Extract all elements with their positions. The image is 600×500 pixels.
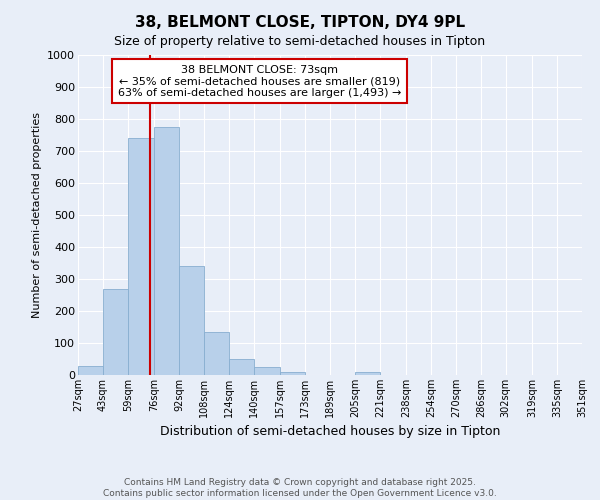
Text: Contains HM Land Registry data © Crown copyright and database right 2025.
Contai: Contains HM Land Registry data © Crown c… xyxy=(103,478,497,498)
X-axis label: Distribution of semi-detached houses by size in Tipton: Distribution of semi-detached houses by … xyxy=(160,426,500,438)
Bar xyxy=(204,332,229,375)
Bar xyxy=(355,372,380,375)
Text: 38 BELMONT CLOSE: 73sqm
← 35% of semi-detached houses are smaller (819)
63% of s: 38 BELMONT CLOSE: 73sqm ← 35% of semi-de… xyxy=(118,64,401,98)
Bar xyxy=(154,127,179,375)
Bar xyxy=(280,372,305,375)
Bar xyxy=(229,359,254,375)
Bar xyxy=(78,366,103,375)
Bar xyxy=(128,138,154,375)
Text: 38, BELMONT CLOSE, TIPTON, DY4 9PL: 38, BELMONT CLOSE, TIPTON, DY4 9PL xyxy=(135,15,465,30)
Bar xyxy=(103,288,128,375)
Bar xyxy=(254,367,280,375)
Y-axis label: Number of semi-detached properties: Number of semi-detached properties xyxy=(32,112,41,318)
Bar xyxy=(179,266,204,375)
Text: Size of property relative to semi-detached houses in Tipton: Size of property relative to semi-detach… xyxy=(115,35,485,48)
